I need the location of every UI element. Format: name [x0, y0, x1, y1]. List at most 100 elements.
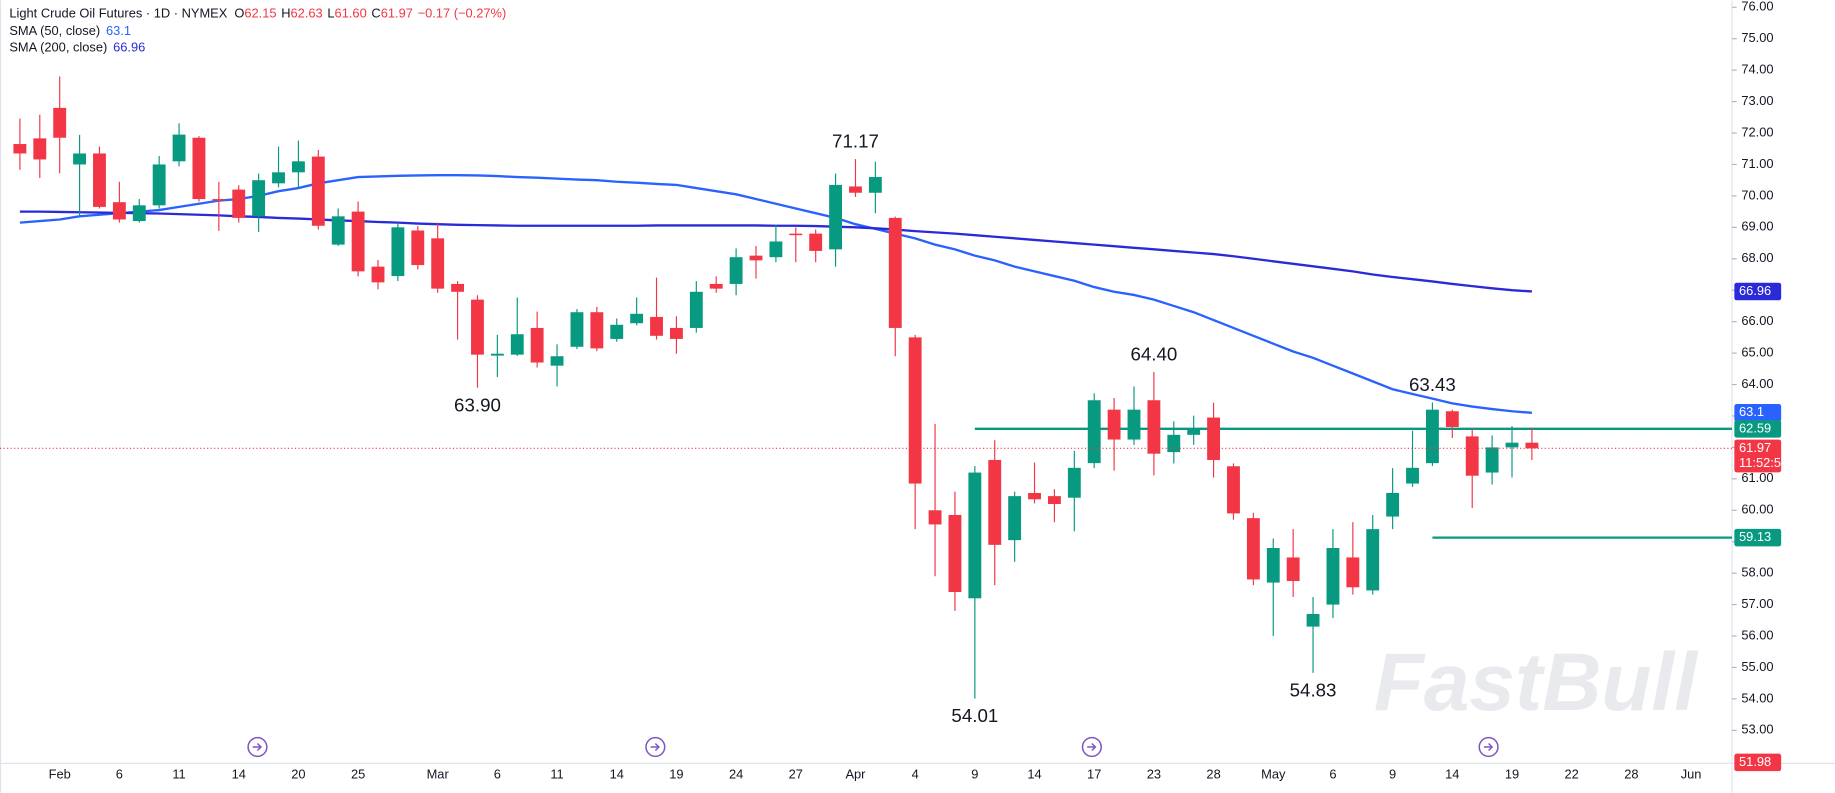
candle-body: [510, 334, 524, 355]
x-tick-label: May: [1261, 766, 1286, 781]
ohlc-key: O: [234, 6, 244, 21]
indicator-value: 66.96: [113, 40, 145, 55]
event-icon[interactable]: [1081, 736, 1102, 758]
candle-body: [1107, 409, 1121, 440]
candle-body: [669, 327, 683, 339]
candle-body: [630, 313, 644, 324]
candle-body: [331, 216, 345, 245]
candle-body: [749, 255, 763, 261]
candle-body: [73, 153, 87, 165]
y-tick-label: 64.00: [1741, 376, 1773, 391]
candle-body: [988, 459, 1002, 545]
x-tick-label: 28: [1624, 766, 1638, 781]
candle-body: [928, 510, 942, 525]
candle-body: [53, 107, 67, 138]
symbol-title: Light Crude Oil Futures · 1D · NYMEX: [9, 6, 227, 21]
x-tick-label: 9: [1389, 766, 1396, 781]
event-icon[interactable]: [1478, 736, 1499, 758]
indicator-name: SMA (50, close): [9, 23, 100, 38]
candle-body: [1505, 442, 1519, 448]
indicator-value: 63.1: [106, 23, 131, 38]
change: −0.17 (−0.27%): [418, 6, 507, 21]
candle-body: [570, 312, 584, 347]
x-tick-label: 14: [1445, 766, 1459, 781]
candle-body: [272, 172, 285, 184]
x-tick-label: 24: [729, 766, 743, 781]
candle-body: [1306, 614, 1320, 627]
candle-body: [252, 180, 266, 217]
sma-line: [19, 173, 1532, 414]
y-tick-label: 74.00: [1741, 62, 1773, 77]
indicator-name: SMA (200, close): [9, 40, 107, 55]
candle-body: [112, 202, 126, 220]
y-tick-label: 73.00: [1741, 93, 1773, 108]
candle-body: [1525, 442, 1539, 449]
event-icons: [247, 736, 1499, 758]
candle-body: [1147, 400, 1161, 454]
candle-body: [849, 186, 862, 193]
price-label-box: [1734, 753, 1782, 772]
candle-body: [212, 199, 226, 201]
y-tick-label: 57.00: [1741, 596, 1773, 611]
legend-header: Light Crude Oil Futures · 1D · NYMEX O62.…: [9, 6, 506, 21]
x-tick-label: 14: [1027, 766, 1041, 781]
candle-body: [1028, 492, 1041, 500]
x-tick-label: 14: [232, 766, 246, 781]
candle-body: [490, 353, 504, 356]
price-label-box: [1734, 528, 1782, 547]
candle-body: [13, 144, 27, 154]
candle-body: [1047, 496, 1061, 504]
x-tick-label: 20: [291, 766, 305, 781]
candle-body: [1445, 411, 1459, 427]
candle-body: [829, 184, 843, 250]
event-icon[interactable]: [247, 736, 268, 758]
x-tick-label: 23: [1147, 766, 1161, 781]
price-label-box: [1734, 404, 1782, 422]
candle-body: [789, 233, 803, 236]
indicator-legend: SMA (50, close) 63.1: [9, 23, 131, 38]
x-tick-label: 28: [1206, 766, 1220, 781]
ohlc-value: 61.97: [381, 6, 413, 21]
price-annotation: 54.83: [1290, 679, 1337, 700]
y-tick-label: 54.00: [1741, 690, 1773, 705]
y-tick-label: 66.00: [1741, 313, 1773, 328]
watermark: FastBull: [1374, 637, 1699, 728]
y-tick-label: 75.00: [1741, 30, 1773, 45]
x-tick-label: 14: [610, 766, 624, 781]
candle-body: [232, 189, 246, 218]
candle-body: [888, 217, 902, 328]
event-icon[interactable]: [645, 736, 666, 758]
candle-body: [33, 138, 47, 160]
candle-body: [391, 227, 405, 277]
y-tick-label: 70.00: [1741, 187, 1773, 202]
candle-body: [1227, 466, 1240, 514]
price-label: 62.59: [1739, 420, 1771, 435]
y-tick-label: 60.00: [1741, 502, 1773, 517]
candle-body: [411, 230, 425, 266]
candle-body: [1127, 409, 1141, 440]
x-tick-label: Apr: [845, 766, 866, 781]
x-tick-label: Mar: [427, 766, 450, 781]
x-tick-label: 25: [351, 766, 365, 781]
y-tick-label: 58.00: [1741, 565, 1773, 580]
y-tick-label: 72.00: [1741, 124, 1773, 139]
ohlc-value: 62.15: [244, 6, 276, 21]
candle-body: [152, 164, 166, 206]
y-tick-label: 56.00: [1741, 627, 1773, 642]
price-label: 63.1: [1739, 404, 1764, 419]
candle-body: [1167, 434, 1181, 453]
candle-body: [431, 238, 445, 289]
x-tick-label: 19: [669, 766, 683, 781]
x-tick-label: 6: [116, 766, 123, 781]
indicator-legend: SMA (200, close) 66.96: [9, 40, 145, 55]
candle-body: [1087, 400, 1101, 464]
candle-body: [1425, 409, 1439, 464]
price-annotation: 54.01: [951, 705, 998, 726]
candle-body: [530, 327, 544, 363]
candle-body: [1465, 436, 1479, 476]
ohlc-key: L: [327, 6, 334, 21]
y-tick-label: 61.00: [1741, 470, 1773, 485]
x-tick-label: 6: [494, 766, 501, 781]
candle-body: [132, 205, 146, 222]
